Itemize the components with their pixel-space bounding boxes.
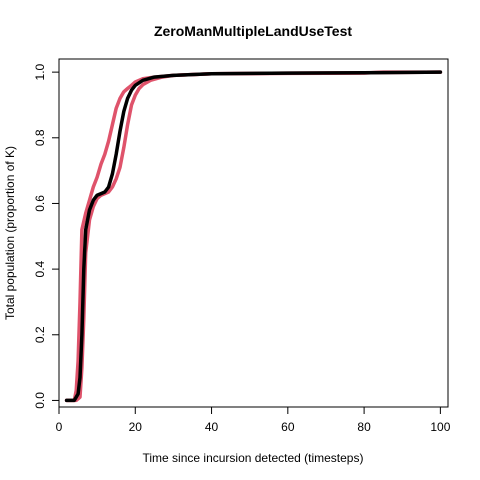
x-tick-label: 60 (281, 420, 295, 434)
y-tick-label: 0.2 (33, 326, 47, 343)
y-axis: 0.0 0.2 0.4 0.6 0.8 1.0 (33, 63, 60, 409)
x-tick-label: 0 (56, 420, 63, 434)
x-axis-label: Time since incursion detected (timesteps… (143, 451, 364, 465)
series-layer (64, 70, 443, 403)
y-axis-label: Total population (proportion of K) (3, 146, 17, 320)
x-tick-label: 20 (129, 420, 143, 434)
y-tick-label: 0.8 (33, 129, 47, 146)
x-tick-label: 100 (430, 420, 450, 434)
y-tick-label: 1.0 (33, 63, 47, 80)
x-tick-label: 80 (357, 420, 371, 434)
x-tick-label: 40 (205, 420, 219, 434)
y-tick-label: 0.4 (33, 260, 47, 277)
chart-title: ZeroManMultipleLandUseTest (154, 23, 352, 39)
series-line-median (64, 70, 443, 403)
y-tick-label: 0.0 (33, 392, 47, 409)
x-axis: 0 20 40 60 80 100 (56, 406, 451, 434)
y-tick-label: 0.6 (33, 195, 47, 212)
